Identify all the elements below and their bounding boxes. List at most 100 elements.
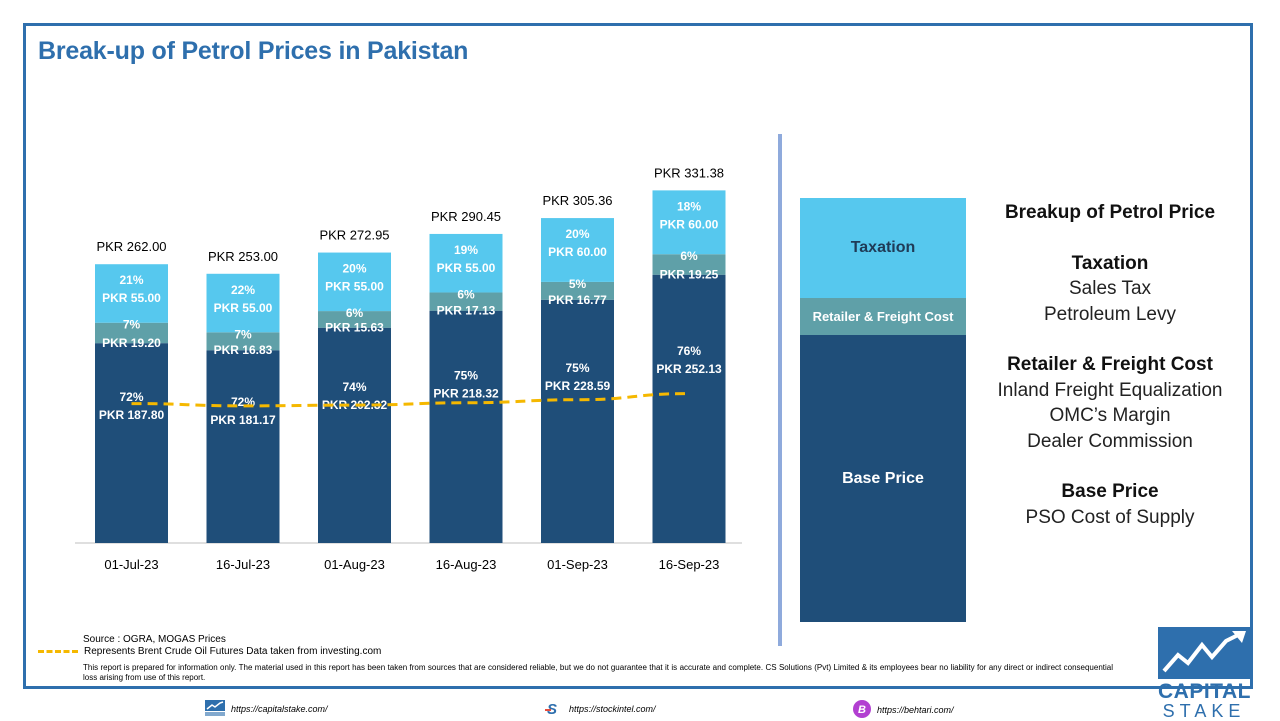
bar-segment-base	[541, 299, 614, 543]
breakdown-retail-item: OMC’s Margin	[1049, 405, 1171, 426]
data-label-tax-value: PKR 55.00	[325, 280, 384, 294]
brent-legend: Represents Brent Crude Oil Futures Data …	[38, 646, 381, 657]
total-label: PKR 253.00	[208, 249, 278, 264]
data-label-base-value: PKR 228.59	[545, 379, 611, 393]
data-label-base-pct: 75%	[565, 361, 589, 375]
brent-line	[131, 392, 690, 408]
total-label: PKR 290.45	[431, 209, 501, 224]
bar-segment-retail	[318, 311, 391, 328]
data-label-retail-value: PKR 19.20	[102, 336, 161, 350]
footer-link-behtari[interactable]: B https://behtari.com/	[853, 700, 954, 720]
footer-link-capitalstake[interactable]: https://capitalstake.com/	[205, 700, 328, 718]
page-title: Break-up of Petrol Prices in Pakistan	[38, 37, 469, 65]
brent-note: Represents Brent Crude Oil Futures Data …	[84, 646, 382, 657]
data-label-retail-pct: 7%	[234, 327, 252, 341]
total-label: PKR 262.00	[96, 239, 166, 254]
data-label-tax-value: PKR 55.00	[102, 291, 161, 305]
data-label-base-pct: 74%	[342, 380, 366, 394]
data-label-retail-pct: 5%	[569, 277, 587, 291]
breakdown-retail-item: Inland Freight Equalization	[997, 379, 1223, 401]
footer-link-text: https://behtari.com/	[877, 705, 954, 715]
data-label-retail-value: PKR 17.13	[437, 304, 496, 318]
data-label-base-pct: 75%	[454, 368, 478, 382]
data-label-tax-pct: 20%	[342, 262, 366, 276]
bar-segment-retail	[95, 322, 168, 344]
bar-segment-retail	[652, 254, 726, 275]
legend-stack: Taxation Retailer & Freight Cost Base Pr…	[800, 198, 966, 622]
bar-segment-base	[652, 274, 726, 543]
legend-base-price: Base Price	[800, 335, 966, 622]
data-label-base-value: PKR 252.13	[656, 362, 722, 376]
breakdown-tax-item: Petroleum Levy	[1043, 303, 1176, 325]
total-label: PKR 272.95	[319, 228, 389, 243]
breakdown-tax-heading: Taxation	[1071, 252, 1149, 274]
svg-text:S: S	[547, 701, 557, 716]
bar-segment-tax	[429, 233, 503, 293]
total-label: PKR 305.36	[542, 193, 612, 208]
data-label-tax-value: PKR 55.00	[437, 261, 496, 275]
logo-text-stake: STAKE	[1162, 701, 1246, 721]
data-label-retail-pct: 7%	[123, 318, 141, 332]
bar-segment-base	[206, 350, 280, 543]
bar-segment-retail	[429, 292, 503, 311]
breakdown-retail-item: Dealer Commission	[1027, 430, 1193, 452]
data-label-retail-value: PKR 19.25	[660, 268, 719, 282]
capital-stake-logo: CAPITAL STAKE	[1158, 627, 1251, 721]
bar-segment-tax	[95, 264, 168, 323]
data-label-base-value: PKR 181.17	[210, 413, 276, 427]
data-label-tax-pct: 20%	[565, 227, 589, 241]
data-label-base-value: PKR 187.80	[99, 408, 165, 422]
source-note: Source : OGRA, MOGAS Prices	[83, 634, 226, 645]
logo-text-capital: CAPITAL	[1158, 680, 1251, 703]
data-label-tax-pct: 18%	[677, 199, 701, 213]
breakdown-retail-heading: Retailer & Freight Cost	[1007, 354, 1213, 375]
bar-segment-retail	[206, 332, 280, 351]
data-label-tax-pct: 22%	[231, 283, 255, 297]
data-label-retail-pct: 6%	[346, 306, 364, 320]
logo-chart-icon	[1158, 627, 1250, 679]
footer-link-text: https://stockintel.com/	[569, 704, 656, 714]
bar-segment-tax	[541, 218, 614, 282]
data-label-base-pct: 72%	[119, 390, 143, 404]
total-label: PKR 331.38	[654, 165, 724, 180]
x-tick-label: 01-Sep-23	[547, 557, 608, 572]
data-label-tax-value: PKR 55.00	[214, 301, 273, 315]
data-label-retail-pct: 6%	[457, 287, 475, 301]
behtari-icon: B	[853, 700, 871, 720]
bar-segment-retail	[541, 281, 614, 300]
bar-segment-tax	[652, 190, 726, 255]
x-tick-label: 16-Sep-23	[659, 557, 720, 572]
stacked-bar-chart: 72% PKR 187.80 7% PKR 19.20 21% PKR 55.00 PKR …	[75, 165, 742, 572]
data-label-base-value: PKR 218.32	[433, 386, 499, 400]
footer-link-text: https://capitalstake.com/	[231, 704, 328, 714]
vertical-divider	[778, 134, 782, 646]
data-label-base-pct: 76%	[677, 344, 701, 358]
breakdown-panel: Breakup of Petrol Price Taxation Sales T…	[985, 200, 1235, 530]
bar-segment-base	[429, 310, 503, 543]
data-label-tax-value: PKR 60.00	[660, 217, 719, 231]
legend-taxation: Taxation	[800, 198, 966, 298]
data-label-retail-value: PKR 15.63	[325, 321, 384, 335]
data-label-retail-pct: 6%	[680, 249, 698, 263]
data-label-tax-pct: 21%	[119, 273, 143, 287]
breakdown-heading: Breakup of Petrol Price	[1004, 202, 1216, 223]
data-label-tax-pct: 19%	[454, 243, 478, 257]
breakdown-base-heading: Base Price	[1061, 481, 1159, 502]
bar-segment-tax	[318, 252, 391, 312]
svg-text:B: B	[858, 704, 866, 716]
brent-dash-swatch	[38, 650, 78, 653]
data-label-retail-value: PKR 16.83	[214, 343, 273, 357]
bar-segment-base	[95, 343, 168, 543]
data-label-base-value: PKR 202.32	[322, 398, 388, 412]
footer-link-stockintel[interactable]: S https://stockintel.com/	[545, 700, 656, 718]
x-tick-label: 16-Aug-23	[436, 557, 497, 572]
breakdown-base-item: PSO Cost of Supply	[1025, 506, 1195, 528]
disclaimer: This report is prepared for information …	[83, 663, 1113, 682]
bar-segment-base	[318, 327, 391, 543]
capitalstake-icon	[205, 700, 225, 718]
legend-retailer-freight: Retailer & Freight Cost	[800, 298, 966, 335]
bar-segment-tax	[206, 273, 280, 333]
x-tick-label: 01-Jul-23	[104, 557, 158, 572]
x-tick-label: 16-Jul-23	[216, 557, 270, 572]
x-tick-label: 01-Aug-23	[324, 557, 385, 572]
